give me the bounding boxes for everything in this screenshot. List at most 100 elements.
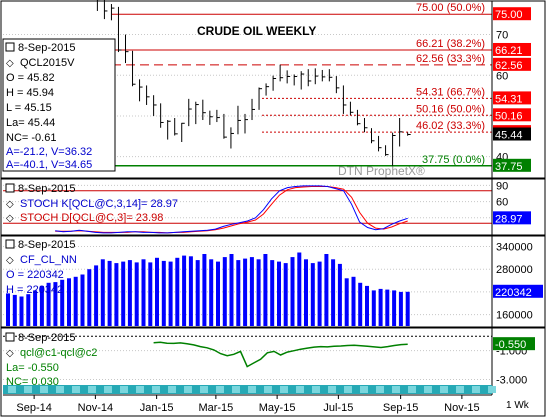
price-info-a1: A=-21.2, V=36.32	[6, 146, 92, 158]
open-interest-bar	[283, 263, 288, 326]
volume-info-box: 8-Sep-2015 ◇ CF_CL_NN O = 220342 H = 220…	[5, 239, 77, 296]
open-interest-bar	[256, 259, 261, 326]
open-interest-bar	[351, 276, 356, 326]
price-bar	[265, 83, 270, 96]
open-interest-bar	[297, 252, 302, 326]
stoch-k-line	[55, 185, 408, 234]
x-axis: Sep-14 Nov-14 Jan-15 Mar-15 May-15 Jul-15 Sep-…	[3, 394, 492, 414]
price-bar	[174, 117, 178, 136]
price-bar	[300, 71, 305, 90]
stoch-info-icon	[5, 183, 15, 193]
price-bar	[392, 132, 396, 166]
right-axis: 4050607075.0066.2162.5654.3150.1646.0237…	[493, 7, 543, 387]
x-tick-label: Sep-15	[383, 402, 418, 414]
open-interest-bar	[290, 257, 295, 326]
scroll-strip[interactable]	[3, 385, 496, 394]
price-bar	[167, 120, 171, 140]
price-bar	[349, 101, 354, 116]
x-tick-label: Nov-15	[444, 402, 479, 414]
price-bar	[371, 128, 375, 144]
volume-tick-label: 160000	[496, 310, 533, 322]
diamond-icon: ◇	[6, 255, 14, 266]
diamond-icon: ◇	[6, 213, 14, 224]
fibonacci-levels: 75.00 (50.0%) 66.21 (38.2%) 62.56 (33.3%) 5…	[3, 2, 492, 337]
open-interest-bar	[277, 261, 281, 326]
open-interest-bar	[324, 254, 329, 326]
open-interest-bar	[270, 260, 275, 326]
fib-axis-label: 54.31	[495, 93, 523, 105]
open-interest-bar	[405, 291, 410, 326]
price-bar	[223, 113, 227, 139]
stochastic-lines	[55, 185, 408, 234]
volume-last-badge	[493, 284, 543, 298]
price-bar	[399, 117, 403, 147]
fib-level-label: 46.02 (33.3%)	[416, 120, 485, 132]
stoch-info-box: 8-Sep-2015 ◇ STOCH K[QCL@C,3,14]= 28.97 …	[5, 183, 178, 224]
x-tick-label: May-15	[259, 402, 296, 414]
spread-line	[153, 341, 408, 368]
fib-level-label: 50.16 (50.0%)	[416, 103, 485, 115]
price-bar	[342, 85, 347, 114]
price-bar	[335, 76, 340, 94]
open-interest-bar	[80, 274, 85, 326]
open-interest-bar	[263, 254, 268, 326]
price-bar	[153, 95, 157, 116]
price-bar	[139, 79, 143, 102]
price-bar	[125, 34, 129, 64]
price-info-high: H = 45.94	[6, 87, 54, 99]
price-last-label: 45.44	[495, 130, 523, 142]
open-interest-bar	[337, 263, 342, 326]
price-bar	[230, 127, 234, 149]
price-bar	[307, 69, 312, 87]
stoch-last-badge	[493, 211, 531, 225]
open-interest-bar	[175, 257, 180, 326]
support-label: 37.75 (0.0%)	[422, 154, 485, 166]
open-interest-bar	[310, 263, 315, 326]
open-interest-bar	[182, 255, 187, 326]
open-interest-bar	[229, 254, 234, 326]
price-bar	[328, 69, 333, 82]
price-bar	[356, 109, 361, 126]
open-interest-bar	[46, 282, 51, 326]
spread-info-formula: qcl@c1-qcl@c2	[20, 347, 97, 359]
price-bar	[321, 69, 326, 82]
open-interest-bar	[19, 296, 24, 326]
open-interest-bar	[358, 282, 363, 326]
spread-series-line	[153, 341, 408, 368]
fib-level-label: 66.21 (38.2%)	[416, 38, 485, 50]
open-interest-bar	[67, 278, 71, 326]
price-bars	[96, 0, 411, 166]
volume-info-icon	[5, 239, 15, 249]
open-interest-bar	[161, 260, 166, 326]
volume-info-symbol: CF_CL_NN	[20, 254, 77, 266]
price-bar	[188, 98, 192, 127]
open-interest-bar	[127, 260, 132, 326]
open-interest-bar	[114, 263, 119, 326]
timeframe-label: 1 Wk	[506, 400, 530, 411]
open-interest-bar	[398, 291, 403, 326]
price-bar	[181, 122, 185, 142]
open-interest-bar	[317, 261, 322, 326]
fib-axis-label: 66.21	[495, 45, 523, 57]
stoch-last-label: 28.97	[495, 213, 523, 225]
open-interest-bar	[33, 290, 38, 326]
spread-info-date: 8-Sep-2015	[18, 332, 76, 344]
fib-level-label: 62.56 (33.3%)	[416, 53, 485, 65]
price-bar	[378, 135, 382, 152]
open-interest-bar	[94, 265, 99, 326]
spread-tick-label: -3.000	[496, 375, 527, 387]
open-interest-bar	[371, 290, 376, 326]
x-tick-label: Sep-14	[16, 402, 51, 414]
price-bar	[286, 70, 291, 84]
open-interest-bar	[385, 289, 390, 326]
open-interest-bar	[12, 294, 17, 326]
open-interest-bar	[304, 259, 308, 326]
price-bar	[117, 6, 122, 53]
price-bar	[407, 132, 411, 136]
open-interest-bar	[188, 256, 193, 326]
spread-last-label: -0.550	[495, 339, 526, 351]
price-bar	[146, 85, 150, 105]
fib-axis-badge	[493, 57, 531, 71]
